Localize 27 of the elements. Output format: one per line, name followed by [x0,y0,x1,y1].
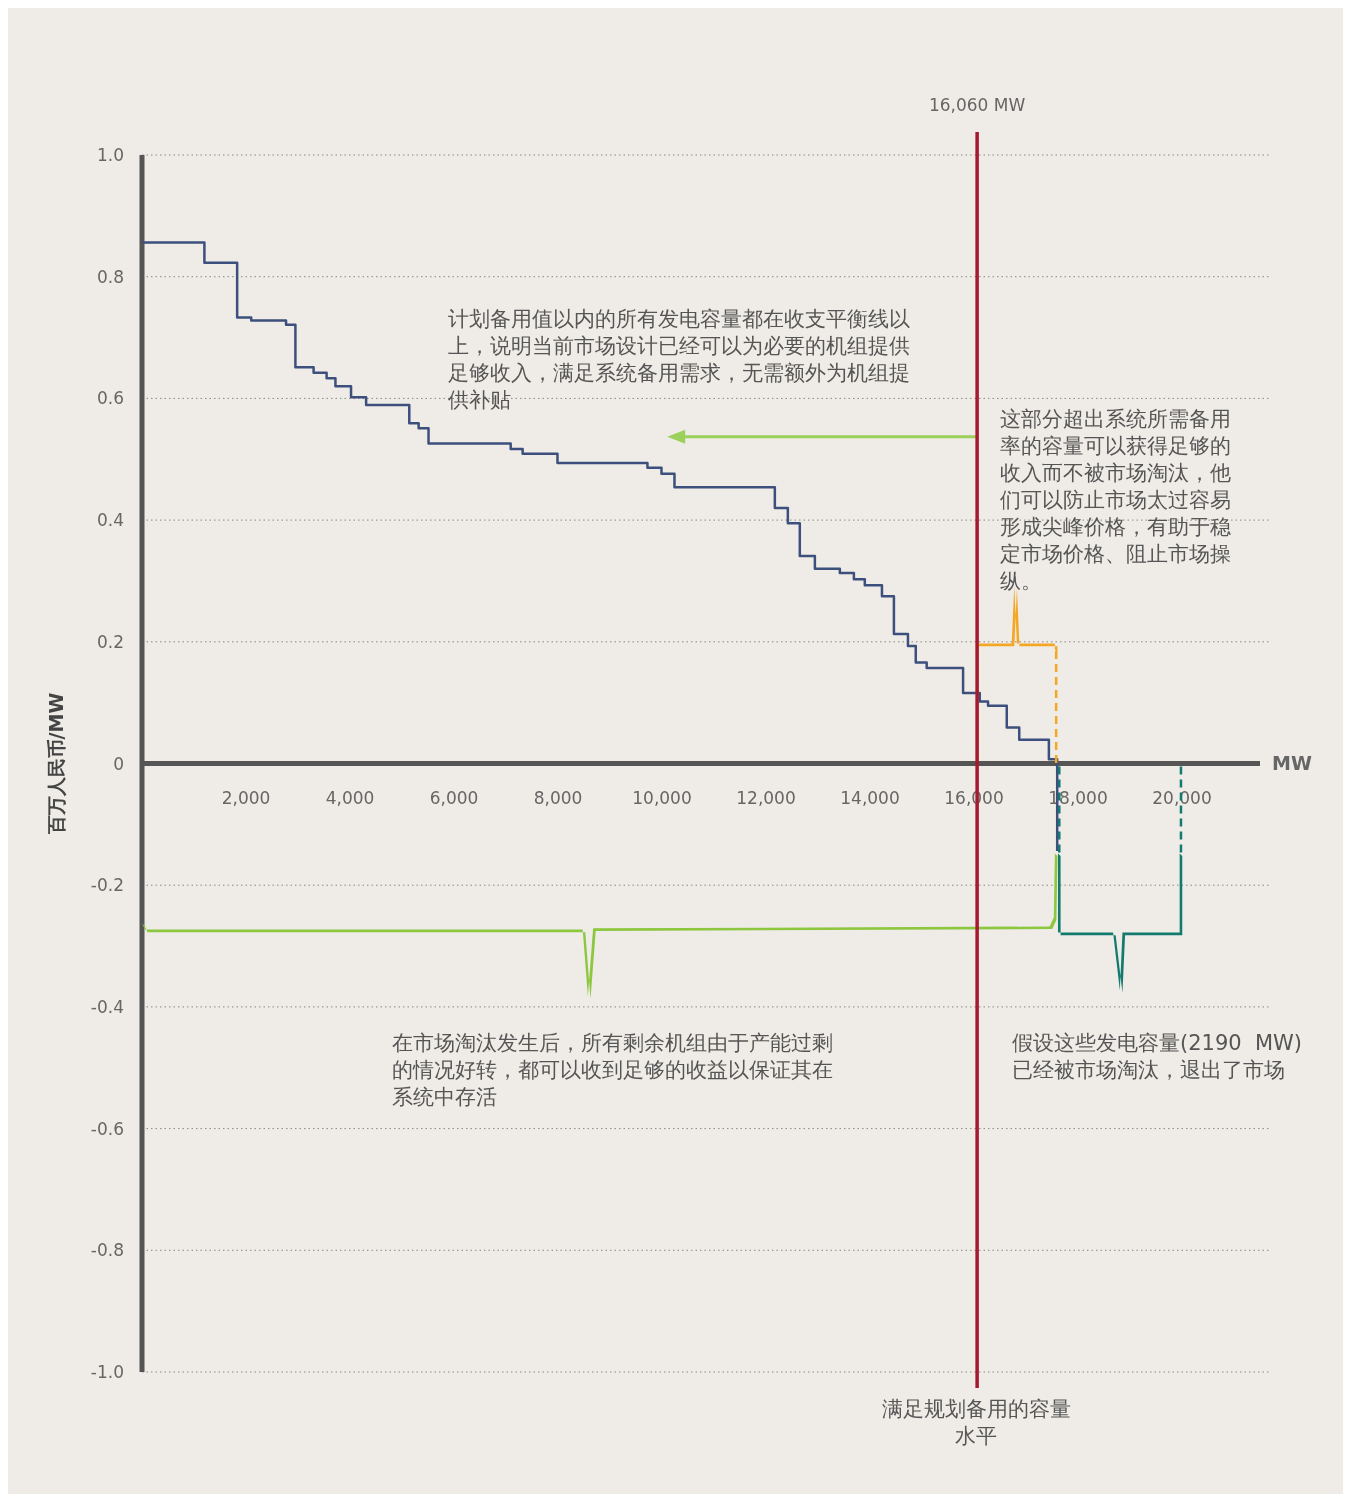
x-axis-title: MW [1272,751,1312,774]
annotation: 这部分超出系统所需备用率的容量可以获得足够的收入而不被市场淘汰，他们可以防止市场太过容易形成尖峰价格，有助于稳定市场价格、阻止市场操纵。 [1000,406,1232,595]
y-tick-label: 1.0 [96,145,124,165]
y-tick-label: 0.6 [96,388,124,409]
y-tick-label: -1.0 [90,1362,124,1382]
ref-line-label: 16,060 MW [928,95,1026,115]
x-tick-label: 12,000 [736,787,796,808]
text: 满足规划备用的容量水平 [880,1396,1072,1450]
annotation: 假设这些发电容量(2190 MW)已经被市场淘汰，退出了市场 [1012,1030,1304,1084]
annotation: 在市场淘汰发生后，所有剩余机组由于产能过剩的情况好转，都可以收到足够的收益以保证其在系统中存活 [392,1030,834,1111]
x-tick-label: 14,000 [840,787,900,808]
y-tick-label: 0.2 [96,631,124,652]
y-tick-label: 0.4 [96,510,124,531]
y-tick-label: -0.8 [90,1240,124,1261]
annotation: 计划备用值以内的所有发电容量都在收支平衡线以上，说明当前市场设计已经可以为必要的机组提供足够收入，满足系统备用需求，无需额外为机组提供补贴 [448,306,911,414]
x-tick-label: 10,000 [632,787,692,808]
y-tick-label: -0.2 [90,875,124,896]
y-tick-label: -0.4 [90,996,124,1017]
x-tick-label: 4,000 [325,787,375,808]
y-tick-label: -0.6 [90,1118,124,1139]
x-tick-label: 6,000 [429,787,479,808]
x-tick-label: 8,000 [533,787,583,808]
x-tick-label: 20,000 [1152,787,1212,808]
y-tick-label: 0.8 [96,266,124,287]
y-axis-title: 百万人民币/MW [45,692,67,836]
y-tick-label: 0 [113,753,124,774]
x-tick-label: 2,000 [221,787,271,808]
